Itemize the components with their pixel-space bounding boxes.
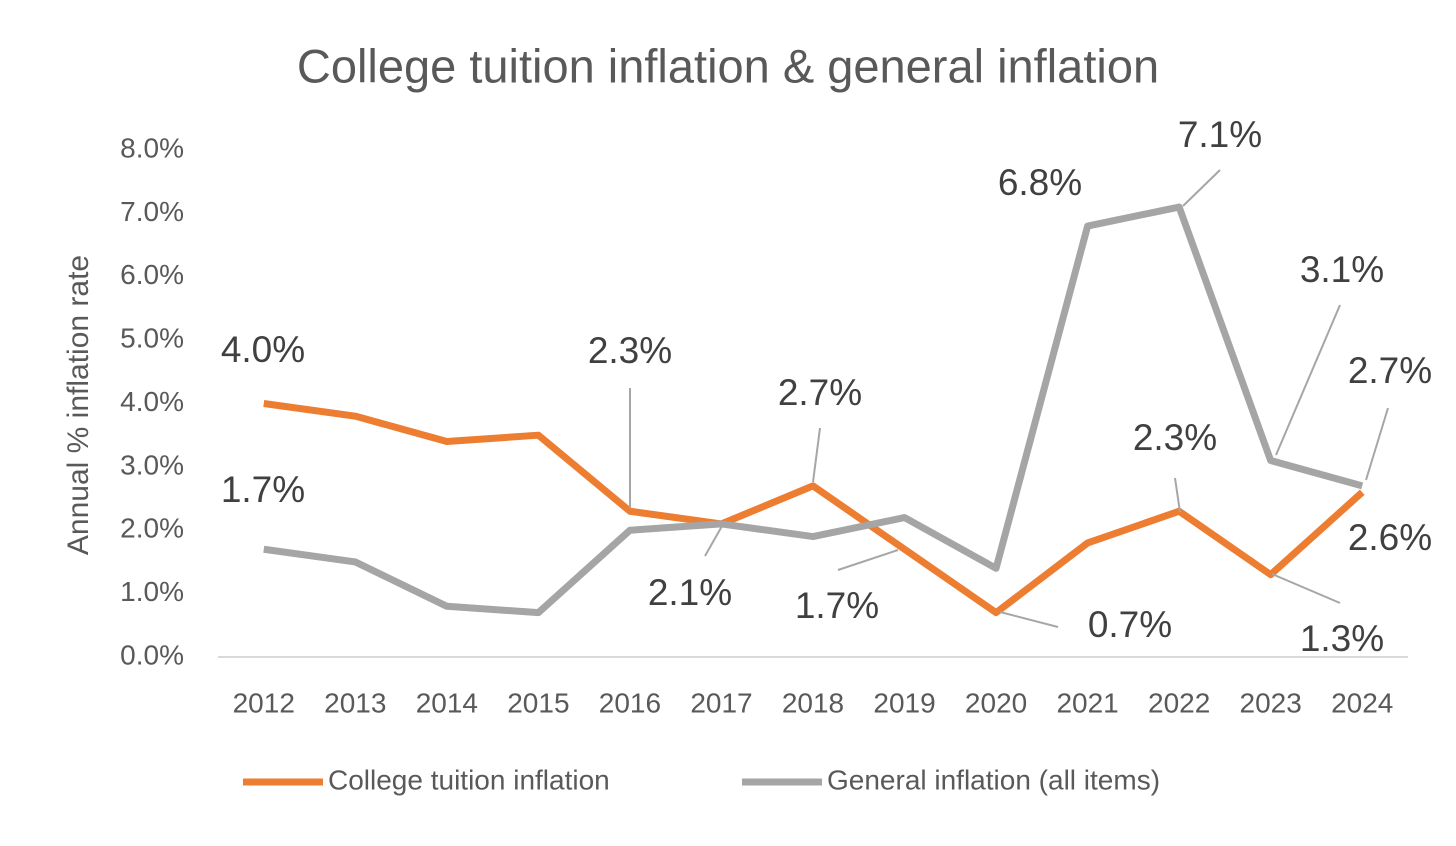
y-tick-label: 5.0% (120, 323, 184, 354)
data-label: 4.0% (221, 329, 305, 370)
data-label: 2.3% (1133, 417, 1217, 458)
x-tick-label: 2014 (416, 687, 478, 718)
x-tick-label: 2023 (1240, 687, 1302, 718)
leader-line (1182, 169, 1221, 207)
x-tick-label: 2016 (599, 687, 661, 718)
data-label: 2.7% (778, 372, 862, 413)
data-label: 6.8% (998, 162, 1082, 203)
data-label: 1.7% (795, 585, 879, 626)
leader-line (1365, 407, 1389, 481)
series-line (263, 203, 1364, 617)
legend-label: General inflation (all items) (827, 764, 1160, 795)
chart-title: College tuition inflation & general infl… (297, 39, 1159, 92)
data-label: 1.3% (1300, 618, 1384, 659)
y-axis-label: Annual % inflation rate (62, 255, 95, 555)
x-tick-label: 2021 (1056, 687, 1118, 718)
leader-line (812, 427, 821, 483)
leader-line (837, 549, 899, 571)
data-label: 2.1% (648, 572, 732, 613)
legend-label: College tuition inflation (328, 764, 610, 795)
leader-line (704, 525, 723, 557)
data-label: 0.7% (1088, 604, 1172, 645)
x-tick-label: 2024 (1331, 687, 1393, 718)
y-tick-label: 2.0% (120, 513, 184, 544)
y-tick-label: 6.0% (120, 259, 184, 290)
leader-line (999, 611, 1059, 628)
leader-line (1271, 573, 1341, 604)
data-label: 2.7% (1348, 350, 1432, 391)
x-tick-label: 2018 (782, 687, 844, 718)
y-tick-label: 0.0% (120, 639, 184, 670)
x-tick-label: 2022 (1148, 687, 1210, 718)
x-tick-label: 2020 (965, 687, 1027, 718)
x-tick-label: 2017 (690, 687, 752, 718)
data-label: 2.3% (588, 330, 672, 371)
x-tick-label: 2015 (507, 687, 569, 718)
data-label: 2.6% (1348, 517, 1432, 558)
leader-line (1174, 477, 1181, 513)
y-tick-label: 8.0% (120, 132, 184, 163)
x-tick-label: 2012 (233, 687, 295, 718)
y-tick-label: 3.0% (120, 449, 184, 480)
x-tick-label: 2019 (873, 687, 935, 718)
leader-line (1275, 304, 1341, 456)
x-tick-label: 2013 (324, 687, 386, 718)
y-tick-label: 4.0% (120, 386, 184, 417)
data-label: 1.7% (221, 469, 305, 510)
data-label: 3.1% (1300, 249, 1384, 290)
y-tick-label: 1.0% (120, 576, 184, 607)
y-tick-label: 7.0% (120, 196, 184, 227)
data-label: 7.1% (1178, 114, 1262, 155)
